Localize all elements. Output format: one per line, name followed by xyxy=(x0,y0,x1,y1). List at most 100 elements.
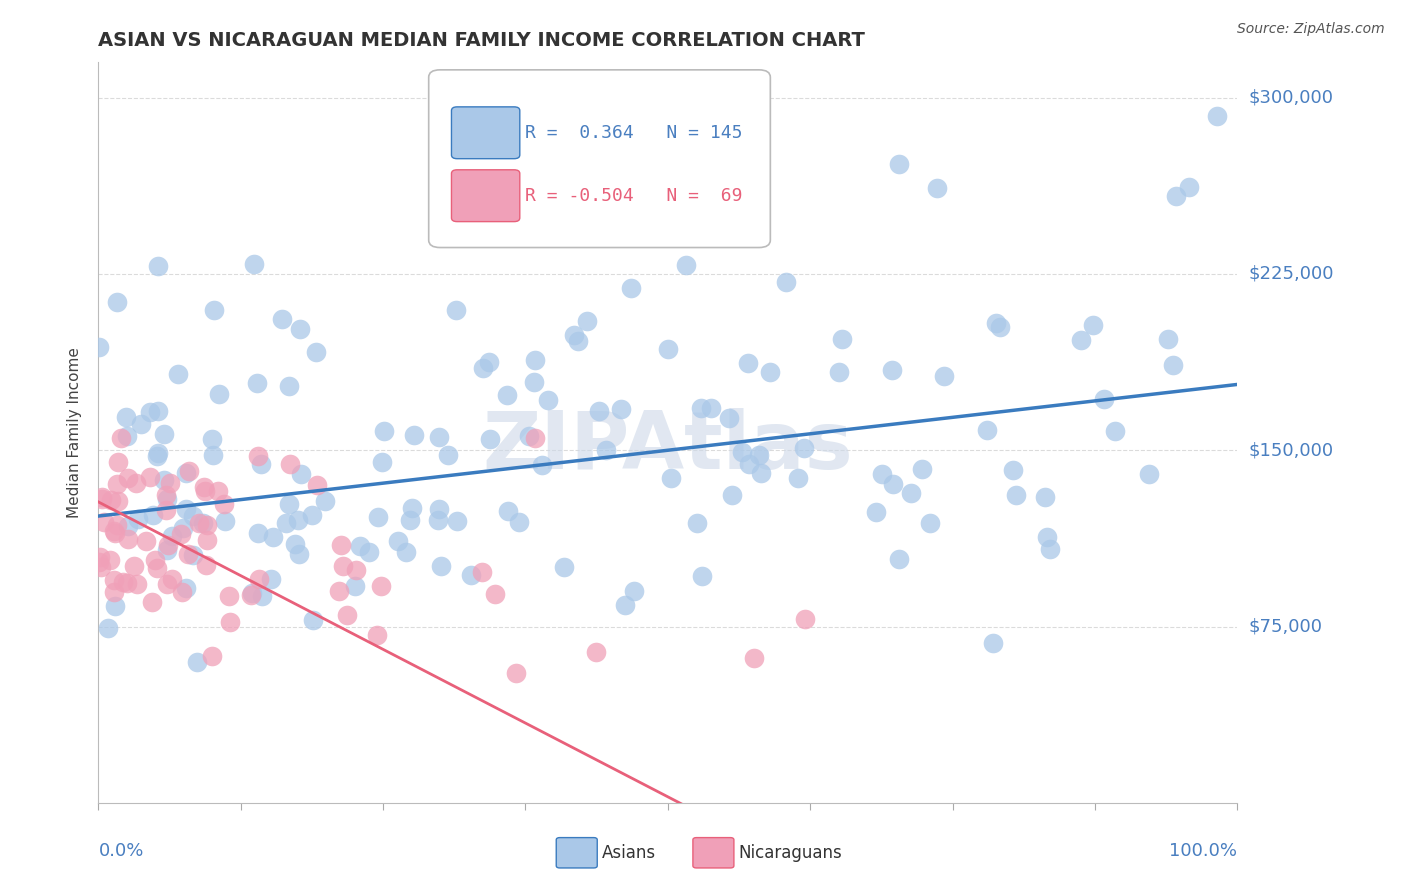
Point xyxy=(332,558,354,573)
Point xyxy=(690,568,713,582)
Point xyxy=(562,328,585,343)
Point xyxy=(387,534,409,549)
Point xyxy=(751,467,773,481)
Point xyxy=(162,572,184,586)
Point xyxy=(191,516,214,530)
Point xyxy=(278,497,301,511)
Point xyxy=(174,502,197,516)
Point xyxy=(530,458,553,473)
Text: Asians: Asians xyxy=(602,844,657,863)
Point xyxy=(194,558,217,572)
Text: $300,000: $300,000 xyxy=(1249,88,1333,107)
Point xyxy=(89,549,111,564)
Point xyxy=(142,508,165,522)
Point xyxy=(129,417,152,431)
Point xyxy=(1039,541,1062,556)
Point xyxy=(122,558,145,573)
Point xyxy=(146,259,169,273)
Point xyxy=(932,369,955,384)
Point xyxy=(98,553,121,567)
Point xyxy=(718,411,741,425)
Point xyxy=(553,559,575,574)
Point xyxy=(89,340,111,354)
Text: $225,000: $225,000 xyxy=(1249,265,1334,283)
FancyBboxPatch shape xyxy=(451,169,520,221)
Point xyxy=(523,375,546,389)
Point xyxy=(1092,392,1115,406)
Point xyxy=(307,477,329,491)
Point xyxy=(478,354,501,368)
Point xyxy=(159,476,181,491)
Point xyxy=(865,505,887,519)
Point xyxy=(747,448,769,462)
Point xyxy=(202,302,225,317)
Point xyxy=(167,367,190,381)
Point xyxy=(117,471,139,485)
Point xyxy=(831,332,853,346)
Point xyxy=(721,488,744,502)
Point xyxy=(976,423,998,437)
Point xyxy=(1156,332,1178,346)
Point xyxy=(105,517,128,532)
Point xyxy=(436,448,458,462)
Point xyxy=(595,442,617,457)
Point xyxy=(250,590,273,604)
Point xyxy=(156,577,179,591)
Point xyxy=(986,316,1008,330)
Point xyxy=(508,515,530,529)
Point xyxy=(181,508,204,523)
Point xyxy=(427,502,450,516)
Point xyxy=(218,589,240,603)
Point xyxy=(146,449,169,463)
Point xyxy=(1205,110,1227,124)
Point xyxy=(271,312,294,326)
Point xyxy=(172,584,194,599)
Point xyxy=(112,575,135,590)
Point xyxy=(498,504,520,518)
Point xyxy=(153,473,176,487)
Point xyxy=(357,545,380,559)
Point xyxy=(177,547,200,561)
Point xyxy=(373,424,395,438)
Point xyxy=(444,302,467,317)
Text: ZIPAtlas: ZIPAtlas xyxy=(482,409,853,486)
Point xyxy=(744,650,766,665)
Point xyxy=(219,615,242,629)
Point xyxy=(135,533,157,548)
Point xyxy=(250,457,273,471)
Point xyxy=(156,543,179,558)
Point xyxy=(370,579,392,593)
Point xyxy=(479,432,502,446)
Point xyxy=(247,573,270,587)
Point xyxy=(1104,424,1126,438)
Point xyxy=(127,576,149,591)
Point xyxy=(107,455,129,469)
Point xyxy=(278,457,301,471)
Point xyxy=(402,428,425,442)
Point xyxy=(1070,333,1092,347)
Point xyxy=(127,512,149,526)
Point xyxy=(194,483,217,498)
Point xyxy=(177,464,200,478)
Point xyxy=(246,525,269,540)
Point xyxy=(290,322,312,336)
Point xyxy=(988,319,1011,334)
Point xyxy=(523,432,546,446)
Point xyxy=(471,360,494,375)
Text: 100.0%: 100.0% xyxy=(1170,842,1237,860)
Point xyxy=(585,645,607,659)
Point xyxy=(87,555,110,569)
Point xyxy=(287,513,309,527)
Point xyxy=(103,524,125,538)
Point xyxy=(1036,531,1059,545)
Point xyxy=(208,387,231,401)
Point xyxy=(181,549,204,563)
Point xyxy=(117,429,139,443)
Point xyxy=(201,432,224,446)
Point xyxy=(242,257,264,271)
Point xyxy=(246,376,269,391)
Point xyxy=(523,353,546,368)
Point xyxy=(103,574,125,588)
Point xyxy=(195,518,218,533)
Point xyxy=(619,281,641,295)
